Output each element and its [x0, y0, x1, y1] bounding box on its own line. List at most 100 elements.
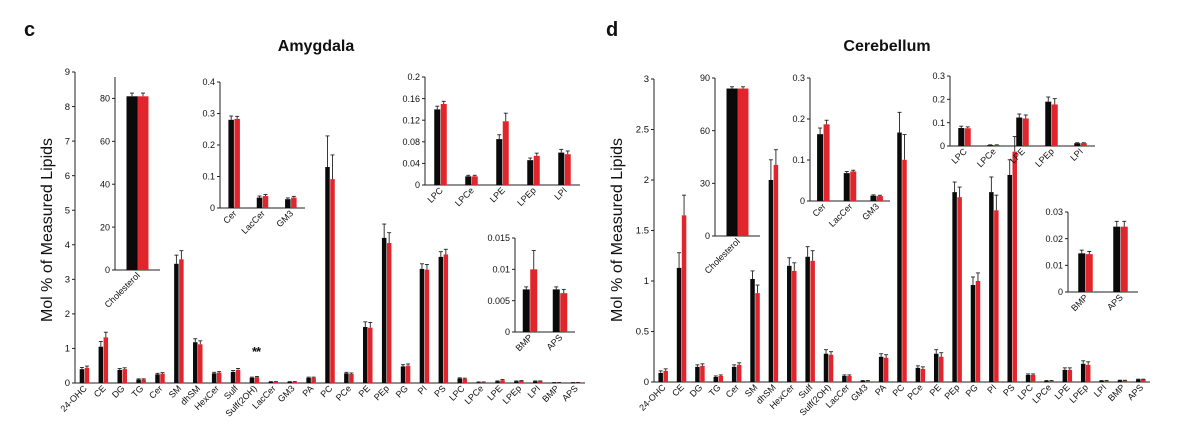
y-tick-label: 0.2 — [932, 95, 945, 105]
bar-black-LPC — [434, 109, 441, 185]
y-tick-label: 0.3 — [202, 109, 215, 119]
y-tick-label: 30 — [700, 179, 710, 189]
bar-red-LPI — [538, 381, 543, 383]
bar-black-LPE — [496, 139, 503, 185]
x-tick-label-PI: PI — [416, 383, 429, 396]
y-tick-label: 0.5 — [636, 327, 649, 338]
x-tick-label-BMP: BMP — [514, 332, 535, 353]
chart-amy-chol: 0 20 40 60 80 Cholesterol — [100, 77, 160, 310]
y-tick-label: 0.1 — [932, 118, 945, 128]
bar-red-SM — [179, 259, 184, 383]
x-tick-label-LPC: LPC — [949, 146, 969, 166]
y-axis-label-amygdala: Mol % of Measured Lipids — [39, 138, 56, 322]
x-tick-label-LPCe: LPCe — [975, 146, 998, 169]
x-tick-label-LPI: LPI — [1068, 146, 1085, 163]
bar-black-LPI — [533, 381, 538, 383]
x-tick-label-BMP: BMP — [1069, 292, 1090, 313]
panel-title-amygdala: Amygdala — [278, 38, 355, 55]
x-tick-label-LPCe: LPCe — [463, 383, 486, 406]
bar-red-CE — [103, 337, 109, 383]
x-tick-label-GM3: GM3 — [849, 382, 870, 403]
bar-red-APS — [560, 293, 568, 332]
x-tick-label-PG: PG — [964, 382, 980, 398]
bar-red-BMP — [1122, 380, 1128, 382]
bar-black-LacCer — [268, 381, 274, 383]
y-tick-label: 0 — [65, 378, 70, 389]
y-tick-label: 0.03 — [1045, 207, 1063, 217]
bar-red-LPE — [1067, 369, 1073, 382]
bar-red-LPCe — [481, 382, 486, 383]
y-tick-label: 0.015 — [487, 233, 510, 243]
y-tick-label: 1 — [65, 344, 70, 355]
bar-red-LPEp — [533, 155, 540, 185]
x-tick-label-BMP: BMP — [540, 383, 561, 404]
bar-black-PA — [306, 377, 311, 383]
y-tick-label: 0.16 — [402, 94, 420, 104]
bar-black-BMP — [551, 382, 557, 384]
y-tick-label: 0 — [940, 141, 945, 151]
bar-red-LPEp — [1051, 104, 1058, 146]
bar-black-APS — [1136, 379, 1141, 382]
x-tick-label-PS: PS — [432, 383, 448, 399]
bar-black-LPI — [558, 152, 565, 185]
x-tick-label-LPCe: LPCe — [453, 185, 476, 208]
bar-black-LPI — [1074, 143, 1081, 146]
bar-red-Sulf — [810, 260, 815, 382]
bar-red-HexCer — [216, 372, 222, 383]
bar-red-Cholesterol — [137, 96, 149, 270]
bar-red-LPCe — [471, 176, 478, 185]
bar-black-PG — [970, 285, 976, 382]
bar-black-Sulf — [805, 256, 810, 382]
bar-red-Sulf(2OH) — [254, 377, 260, 383]
bar-red-APS — [1141, 379, 1146, 382]
bar-red-PE — [938, 356, 944, 382]
bar-black-PC — [325, 167, 330, 383]
x-tick-label-LacCer: LacCer — [827, 201, 855, 229]
y-tick-label: 0.01 — [492, 265, 510, 275]
bar-black-LPC — [457, 378, 462, 383]
bar-black-Cholesterol — [126, 96, 138, 270]
y-tick-label: 4 — [65, 240, 70, 251]
bar-black-PCe — [344, 373, 349, 383]
x-tick-label-24-OHC: 24-OHC — [637, 382, 668, 413]
bar-black-LPCe — [1044, 380, 1049, 382]
panel-title-cerebellum: Cerebellum — [843, 38, 930, 55]
bar-black-CE — [98, 346, 104, 383]
bar-red-DG — [122, 369, 127, 383]
bar-black-PC — [897, 132, 902, 382]
bar-black-24-OHC — [658, 372, 663, 382]
bar-red-dhSM — [773, 164, 779, 382]
bar-black-24-OHC — [79, 369, 85, 383]
significance-marker: ** — [252, 344, 262, 359]
y-tick-label: 60 — [700, 126, 710, 136]
y-tick-label: 0.2 — [202, 140, 215, 150]
bar-black-GM3 — [285, 199, 291, 208]
y-tick-label: 0.12 — [402, 115, 420, 125]
y-tick-label: 0 — [1058, 287, 1063, 297]
bar-red-APS — [575, 382, 581, 384]
bar-red-PG — [405, 365, 411, 383]
x-tick-label-GM3: GM3 — [276, 383, 297, 404]
x-tick-label-DG: DG — [110, 383, 127, 400]
bar-red-LPE — [1022, 118, 1029, 146]
x-tick-label-LPE: LPE — [1008, 146, 1027, 165]
y-tick-label: 0 — [210, 203, 215, 213]
bar-black-GM3 — [870, 195, 877, 201]
panel-letter-d: d — [606, 19, 618, 41]
x-tick-label-TG: TG — [707, 382, 723, 398]
bar-red-LPC — [1030, 374, 1036, 382]
bar-red-LPI — [564, 154, 571, 185]
bar-red-PCe — [920, 368, 926, 382]
bar-black-LPCe — [476, 382, 481, 383]
bar-red-24-OHC — [663, 370, 668, 382]
x-tick-label-LPE: LPE — [488, 185, 507, 204]
bar-red-PA — [883, 357, 889, 382]
chart-cb-chol: 0 30 60 90 Cholesterol — [700, 73, 760, 276]
panel-letter-c: c — [24, 19, 35, 41]
bar-red-Sulf — [235, 369, 241, 383]
bar-red-PEp — [957, 197, 962, 382]
bar-red-PA — [311, 377, 316, 383]
bar-red-LPEp — [519, 380, 524, 383]
bar-black-BMP — [1078, 253, 1086, 292]
bar-red-PC — [330, 179, 335, 383]
